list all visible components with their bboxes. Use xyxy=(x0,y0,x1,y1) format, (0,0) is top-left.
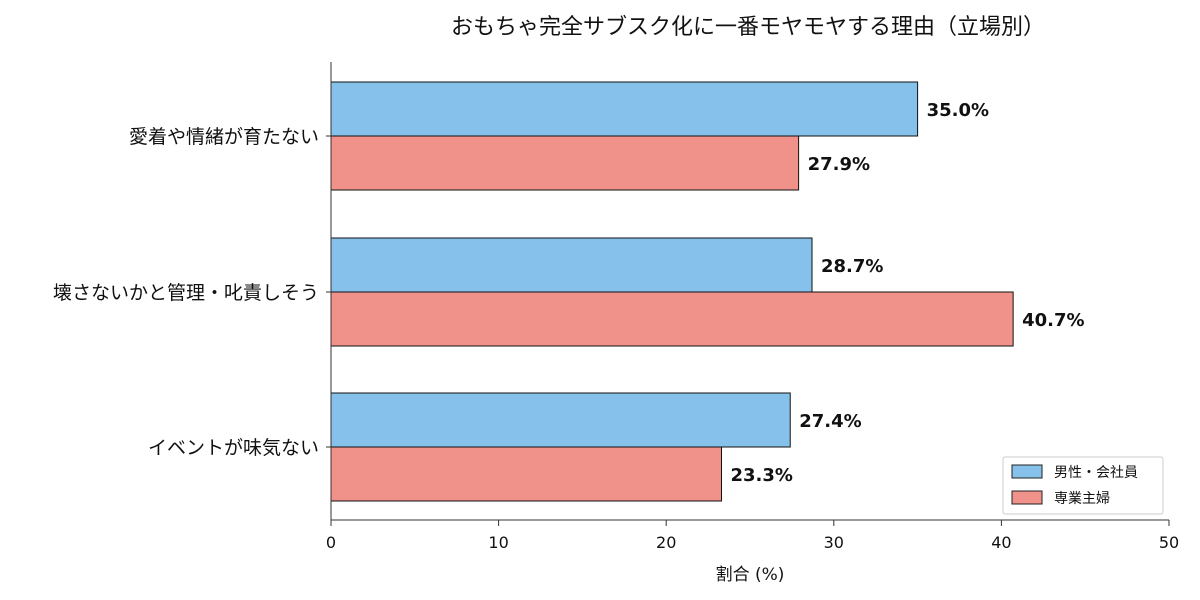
bar-breakage-scolding-housewife xyxy=(330,291,1014,347)
x-tick-label-50: 50 xyxy=(1159,533,1179,552)
value-label-events-bland-male-employee: 27.4% xyxy=(799,411,861,432)
x-tick-label-10: 10 xyxy=(488,533,508,552)
bar-attachment-male-employee xyxy=(330,81,919,137)
value-label-breakage-scolding-housewife: 40.7% xyxy=(1022,310,1084,331)
category-label-attachment: 愛着や情緒が育たない xyxy=(129,126,319,148)
legend-frame xyxy=(1002,456,1164,515)
x-ticks-group: 0 10 20 30 40 50 xyxy=(326,520,1179,552)
legend-swatch-housewife xyxy=(1011,490,1043,505)
chart-title: おもちゃ完全サブスク化に一番モヤモヤする理由（立場別） xyxy=(451,15,1045,40)
bar-events-bland-male-employee xyxy=(330,392,791,448)
legend-label-male-employee: 男性・会社員 xyxy=(1054,465,1138,481)
x-tick-label-0: 0 xyxy=(326,533,336,552)
bar-breakage-scolding-male-employee xyxy=(330,237,813,293)
legend-swatch-male-employee xyxy=(1011,464,1043,479)
legend: 男性・会社員 専業主婦 xyxy=(1002,456,1164,515)
value-label-events-bland-housewife: 23.3% xyxy=(731,465,793,486)
bar-events-bland-housewife xyxy=(330,446,723,502)
value-label-breakage-scolding-male-employee: 28.7% xyxy=(821,256,883,277)
legend-label-housewife: 専業主婦 xyxy=(1054,490,1110,507)
bar-attachment-housewife xyxy=(330,135,800,191)
category-label-events-bland: イベントが味気ない xyxy=(148,437,319,459)
x-tick-label-20: 20 xyxy=(656,533,676,552)
x-axis-label: 割合 (%) xyxy=(716,565,785,585)
value-label-attachment-housewife: 27.9% xyxy=(808,154,870,175)
value-label-attachment-male-employee: 35.0% xyxy=(927,100,989,121)
category-label-breakage-scolding: 壊さないかと管理・叱責しそう xyxy=(53,282,319,304)
x-tick-label-30: 30 xyxy=(824,533,844,552)
x-tick-label-40: 40 xyxy=(991,533,1011,552)
bars-group xyxy=(330,81,1014,502)
value-labels-group: 35.0% 27.9% 28.7% 40.7% 27.4% 23.3% xyxy=(731,100,1085,486)
